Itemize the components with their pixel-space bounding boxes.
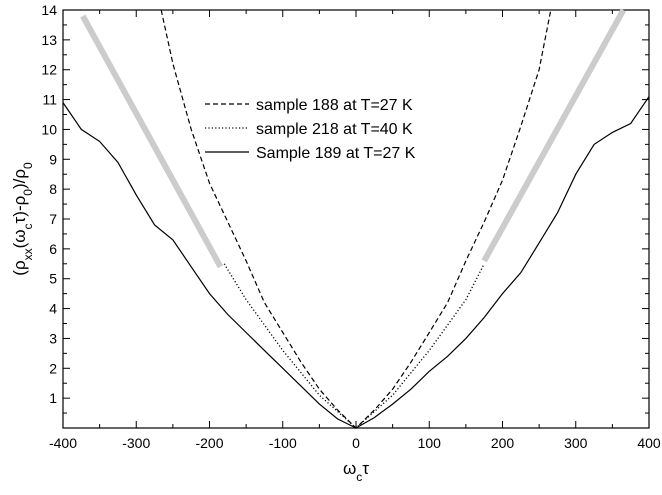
legend-label: sample 188 at T=27 K xyxy=(256,97,413,114)
y-tick-label: 3 xyxy=(49,330,57,346)
x-tick-label: -100 xyxy=(269,435,297,451)
y-tick-label: 9 xyxy=(49,151,57,167)
y-tick-label: 11 xyxy=(42,92,57,108)
series-line-0 xyxy=(160,9,552,429)
x-tick-label: 100 xyxy=(418,435,442,451)
series-line-4 xyxy=(481,8,627,263)
x-tick-label: -300 xyxy=(122,435,150,451)
y-tick-label: 12 xyxy=(41,62,57,78)
y-tick-label: 4 xyxy=(49,301,57,317)
y-tick-label: 13 xyxy=(41,32,57,48)
y-tick-label: 2 xyxy=(49,360,57,376)
series-group xyxy=(62,8,650,429)
legend-label: sample 218 at T=40 K xyxy=(256,121,413,138)
x-tick-label: -400 xyxy=(49,435,77,451)
legend: sample 188 at T=27 K sample 218 at T=40 K… xyxy=(205,97,416,162)
x-tick-label: -200 xyxy=(195,435,223,451)
y-tick-label: 5 xyxy=(49,271,57,287)
y-tick-label: 8 xyxy=(49,181,57,197)
y-tick-label: 7 xyxy=(49,211,57,227)
y-tick-label: 10 xyxy=(41,121,57,137)
y-axis-title: (ρxx(ωcτ)-ρ0)/ρ0 xyxy=(10,162,35,276)
x-tick-label: 300 xyxy=(564,435,588,451)
x-axis-title: ωcτ xyxy=(343,459,369,484)
x-tick-label: 200 xyxy=(491,435,515,451)
y-tick-label: 6 xyxy=(49,241,57,257)
series-line-1 xyxy=(223,263,485,429)
series-line-3 xyxy=(80,14,224,269)
y-tick-label: 14 xyxy=(41,2,57,18)
y-tick-label: 1 xyxy=(49,390,57,406)
x-tick-label: 400 xyxy=(637,435,661,451)
series-line-2 xyxy=(62,96,650,429)
legend-label: Sample 189 at T=27 K xyxy=(256,145,416,162)
x-tick-label: 0 xyxy=(352,435,360,451)
axis-ticks: -400 -300 -200 -100 0 100 200 300 40012345678910… xyxy=(41,2,660,451)
